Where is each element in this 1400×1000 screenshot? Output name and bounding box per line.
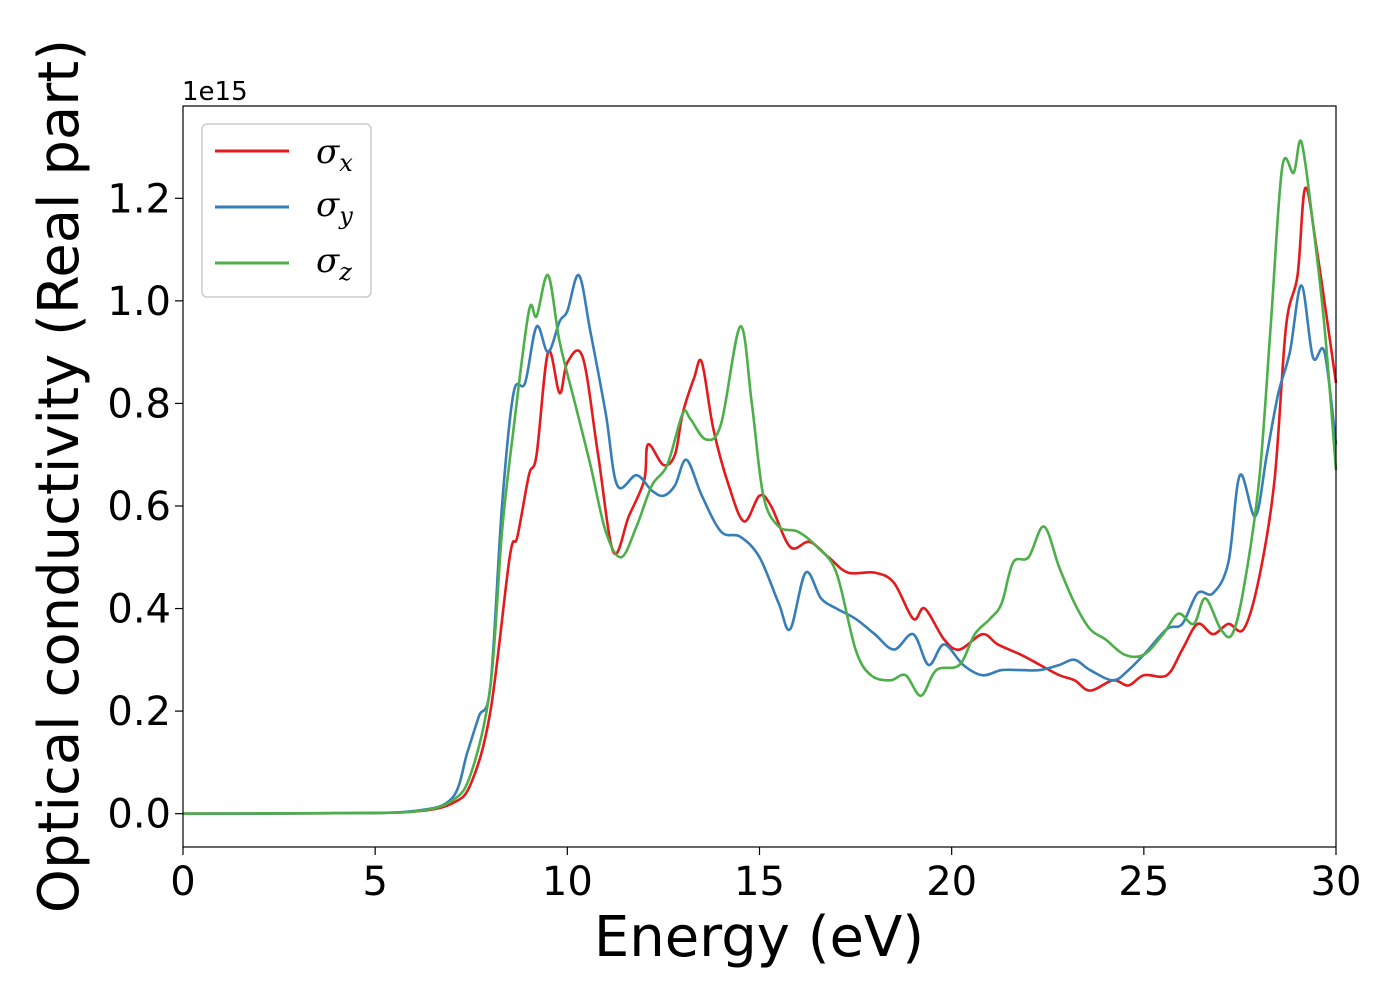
y-tick-label: 0.6 (107, 484, 171, 530)
series-layer (182, 139, 1338, 815)
legend-label-sigma-z: σz (316, 241, 352, 286)
legend-label-sigma-y: σy (316, 185, 353, 230)
x-tick-label: 15 (734, 859, 785, 905)
y-tick-label: 0.2 (107, 689, 171, 735)
x-tick-label: 0 (170, 859, 195, 905)
x-tick-label: 20 (926, 859, 977, 905)
ticks-layer: 0 5 10 15 20 25 30 0.0 0.2 0.4 0.6 0.8 1.0 1.2 (107, 176, 1361, 905)
x-tick-label: 10 (542, 859, 593, 905)
x-axis-title: Energy (eV) (594, 905, 924, 970)
y-tick-label: 1.0 (107, 279, 171, 325)
x-tick-label: 5 (362, 859, 387, 905)
x-tick-label: 30 (1311, 859, 1362, 905)
series-line-sigma-z (182, 139, 1338, 815)
y-tick-label: 0.8 (107, 381, 171, 427)
legend-label-sigma-x: σx (316, 132, 353, 177)
legend-box (201, 123, 372, 298)
y-tick-label: 0.4 (107, 587, 171, 633)
y-axis-title: Optical conductivity (Real part) (27, 39, 92, 913)
series-line-sigma-y (182, 273, 1338, 815)
plot-frame (182, 105, 1337, 848)
y-tick-label: 0.0 (107, 792, 171, 838)
x-tick-label: 25 (1118, 859, 1169, 905)
y-offset-label: 1e15 (182, 77, 248, 107)
y-tick-label: 1.2 (107, 176, 171, 222)
legend: σx σy σz (201, 123, 372, 298)
